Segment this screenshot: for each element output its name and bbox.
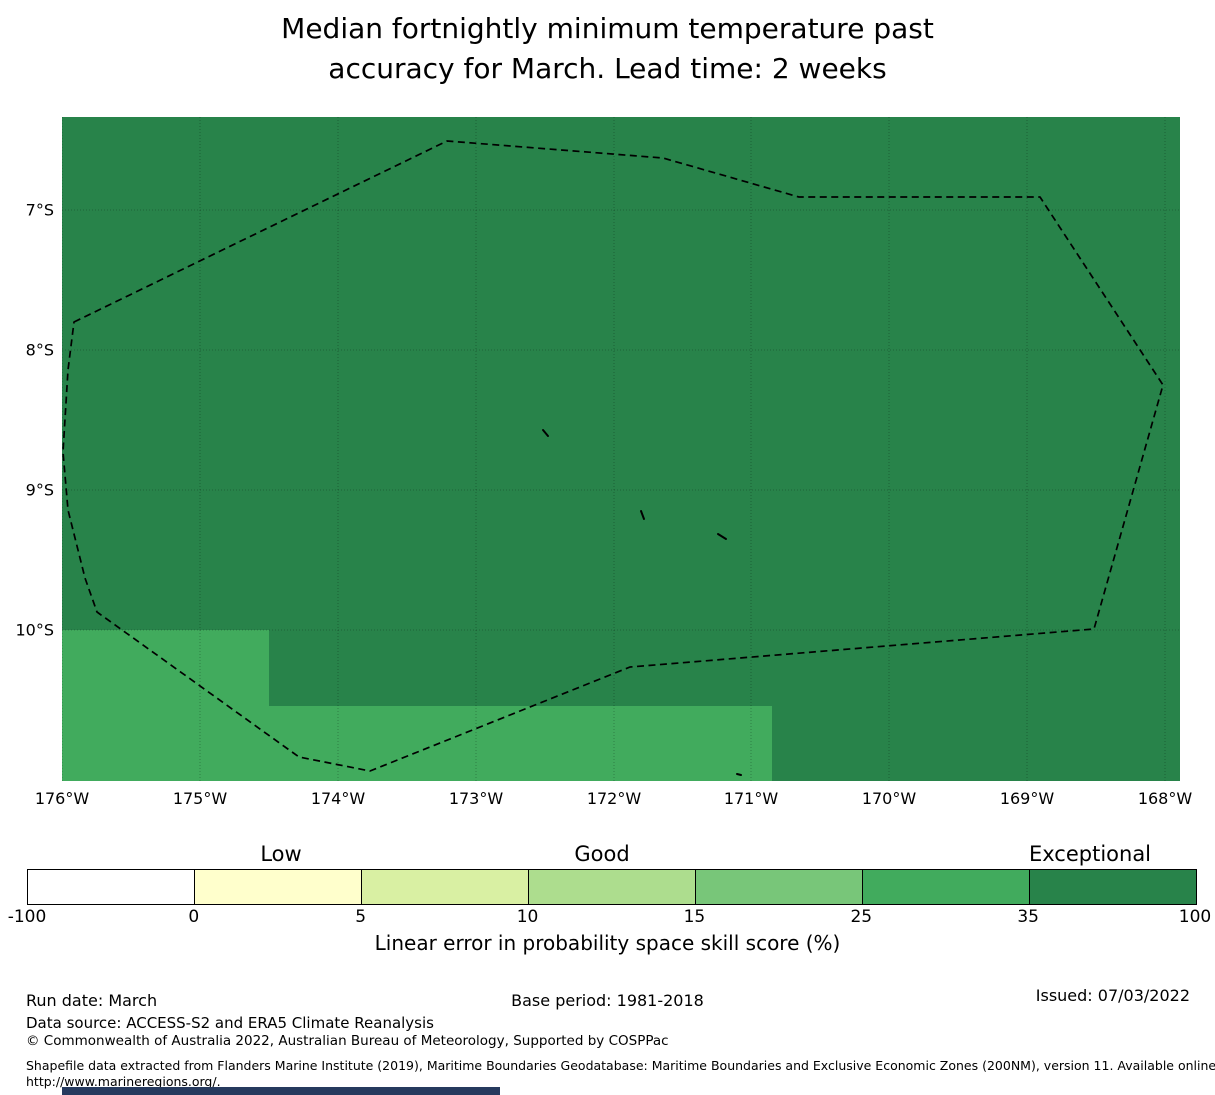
longitude-tick-label: 171°W [723,789,779,808]
longitude-tick-label: 176°W [34,789,90,808]
base-period-text: Base period: 1981-2018 [511,991,704,1010]
colorbar-tick-label: 10 [516,907,539,927]
latitude-tick-label: 7°S [25,200,54,220]
colorbar-region-label: Low [260,842,302,866]
colorbar-tick-label: 15 [683,907,706,927]
longitude-tick-label: 172°W [586,789,642,808]
colorbar-segment [529,870,696,904]
latitude-tick-label: 9°S [25,480,54,500]
colorbar-tick-label: 5 [355,907,367,927]
longitude-tick-label: 175°W [172,789,228,808]
island-mark [736,773,742,776]
colorbar-region-label: Exceptional [1028,842,1152,866]
copyright-text: © Commonwealth of Australia 2022, Austra… [26,1033,669,1049]
island-mark [717,533,727,540]
skill-cell [62,630,269,706]
run-date-text: Run date: March [26,991,158,1010]
shapefile-attribution-line2: http://www.marineregions.org/. [26,1074,221,1089]
colorbar-tick-label: 35 [1017,907,1039,927]
chart-title-line1: Median fortnightly minimum temperature p… [281,12,934,45]
colorbar-segment [28,870,195,904]
longitude-tick-label: 169°W [999,789,1055,808]
latitude-tick-label: 8°S [25,340,54,360]
island-mark [542,429,549,437]
skill-cell [62,706,772,781]
map-canvas [61,117,1180,781]
colorbar-tick-label: 0 [188,907,200,927]
colorbar-segment [195,870,362,904]
longitude-tick-label: 173°W [448,789,504,808]
skill-score-map [61,117,1180,781]
colorbar-segment [362,870,529,904]
longitude-tick-label: 174°W [310,789,366,808]
colorbar-tick-label: 100 [1178,907,1212,927]
latitude-tick-label: 10°S [15,620,54,640]
longitude-tick-label: 168°W [1137,789,1193,808]
colorbar [27,869,1197,905]
colorbar-segment [863,870,1030,904]
chart-title-line2: accuracy for March. Lead time: 2 weeks [328,52,887,85]
colorbar-segment [696,870,863,904]
issued-date-text: Issued: 07/03/2022 [1035,986,1190,1005]
longitude-tick-label: 170°W [861,789,917,808]
shapefile-attribution-line1: Shapefile data extracted from Flanders M… [26,1058,1215,1073]
colorbar-axis-label: Linear error in probability space skill … [374,931,841,955]
colorbar-tick-label: 25 [850,907,873,927]
colorbar-segment [1030,870,1196,904]
colorbar-tick-label: -100 [7,907,47,927]
eez-boundary [62,140,1164,772]
colorbar-region-label: Good [574,842,630,866]
data-source-text: Data source: ACCESS-S2 and ERA5 Climate … [26,1014,434,1032]
island-mark [640,510,645,520]
footer-banner [62,1087,500,1095]
